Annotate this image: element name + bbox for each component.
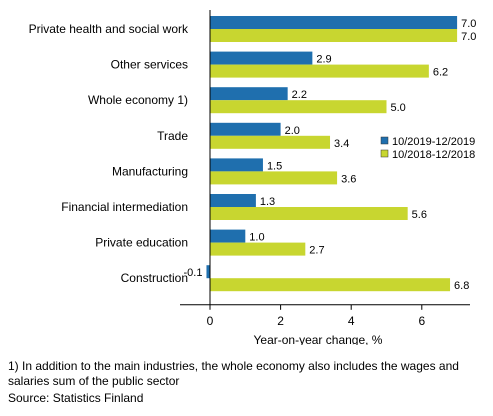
legend-label: 10/2018-12/2018 (392, 149, 475, 161)
bar (210, 194, 256, 207)
footnote: 1) In addition to the main industries, t… (8, 359, 459, 388)
category-label: Manufacturing (112, 164, 188, 178)
bar (210, 51, 313, 65)
data-label: 2.2 (292, 89, 307, 101)
bar (210, 100, 387, 114)
data-label: 6.8 (454, 280, 469, 292)
category-label: Whole economy 1) (88, 93, 188, 107)
bar (210, 87, 288, 101)
bar (206, 265, 210, 279)
data-label: 1.5 (267, 160, 282, 172)
data-label: 7.0 (461, 31, 476, 43)
category-label: Financial intermediation (61, 200, 188, 214)
x-axis-title: Year-on-year change, % (254, 333, 383, 345)
data-label: 1.0 (249, 232, 264, 244)
data-label: -0.1 (184, 267, 203, 279)
data-label: 6.2 (433, 67, 448, 79)
data-label: 5.6 (412, 209, 427, 221)
data-label: 3.4 (334, 138, 349, 150)
data-label: 2.7 (309, 245, 324, 257)
category-label: Other services (111, 58, 188, 72)
legend-swatch (380, 136, 389, 145)
bar (210, 171, 338, 185)
source-note: Source: Statistics Finland (8, 391, 144, 405)
bar (210, 229, 246, 243)
data-label: 2.0 (285, 125, 300, 137)
bar (210, 16, 458, 29)
bar (210, 278, 451, 292)
x-tick-label: 2 (277, 314, 284, 328)
x-tick-label: 0 (207, 314, 214, 328)
bar (210, 242, 306, 256)
legend-label: 10/2019-12/2019 (392, 136, 475, 148)
bar (210, 207, 408, 220)
legend-swatch (380, 149, 389, 158)
bar (210, 135, 331, 149)
bar (210, 122, 281, 136)
category-label: Private education (95, 236, 188, 250)
category-label: Trade (157, 129, 188, 143)
bar-chart: Private health and social work Other serv… (29, 10, 476, 345)
x-tick-label: 4 (348, 314, 355, 328)
category-label: Construction (121, 271, 188, 285)
bar (210, 158, 263, 172)
category-label: Private health and social work (29, 22, 189, 36)
data-label: 5.0 (391, 102, 406, 114)
data-label: 1.3 (260, 196, 275, 208)
data-label: 3.6 (341, 173, 356, 185)
x-tick-label: 6 (418, 314, 425, 328)
data-label: 2.9 (316, 54, 331, 66)
data-label: 7.0 (461, 18, 476, 30)
bar (210, 64, 429, 78)
bar (210, 29, 458, 42)
